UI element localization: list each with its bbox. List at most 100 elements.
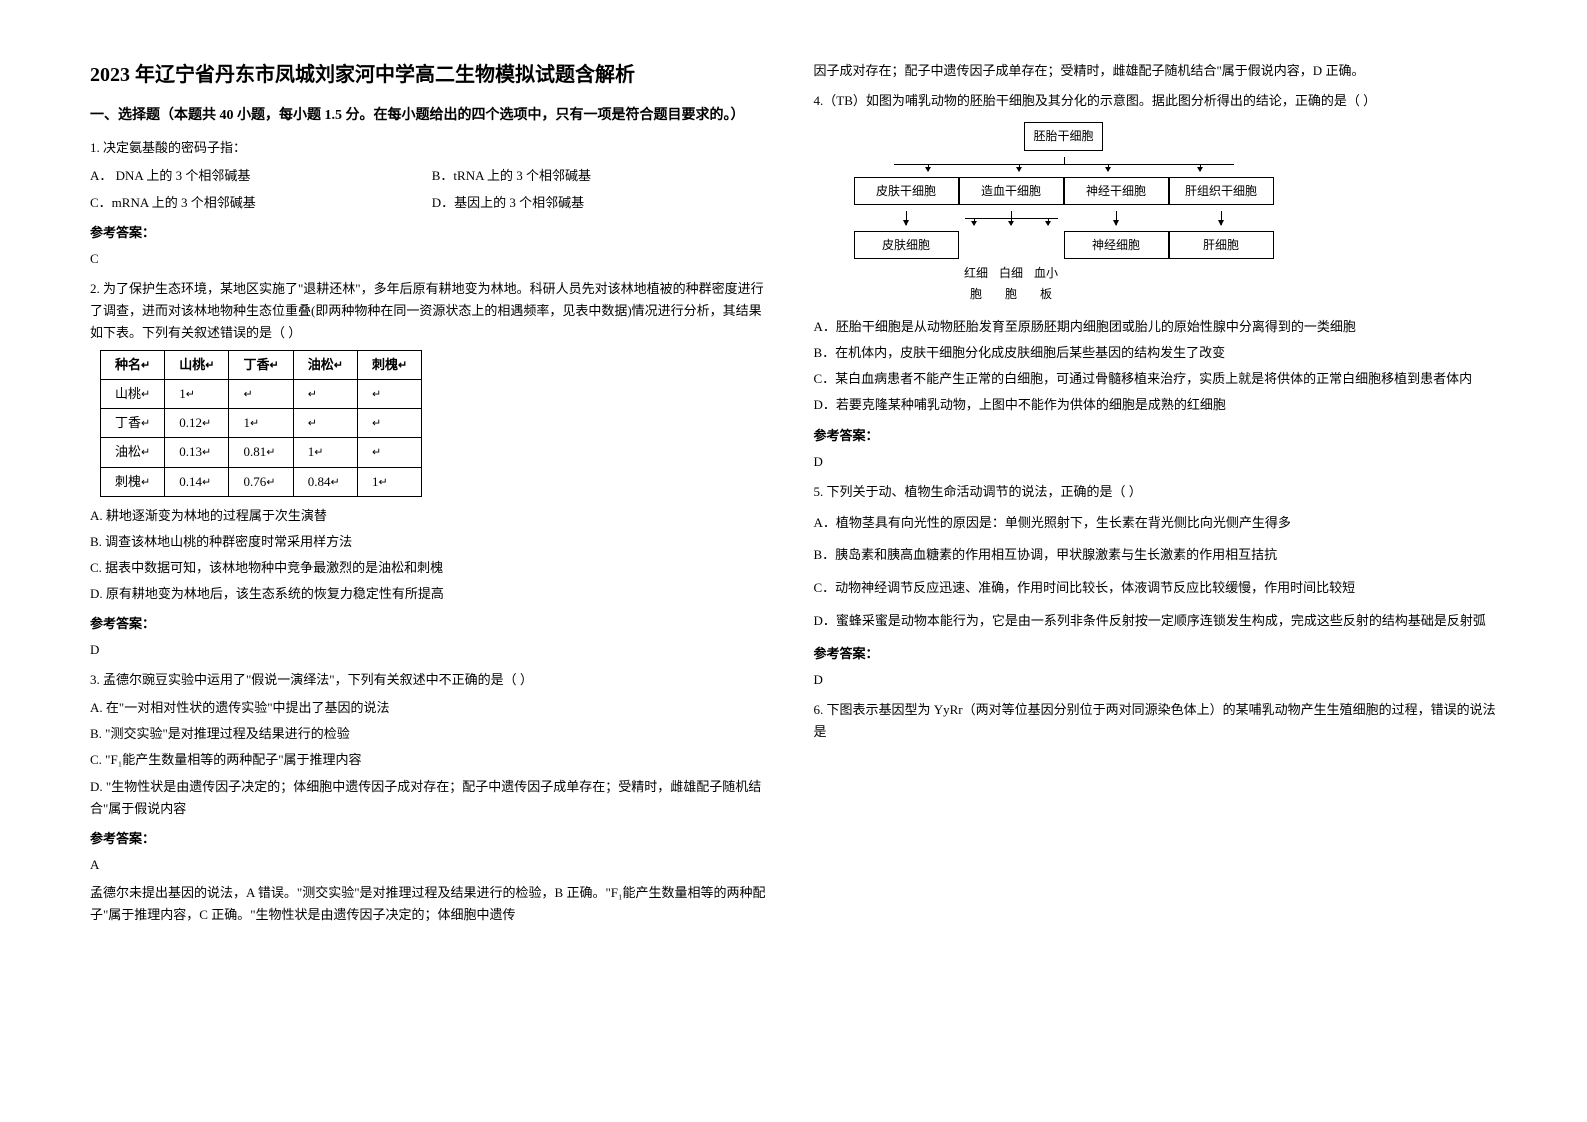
table-row: 丁香↵ 0.12↵ 1↵ ↵ ↵	[101, 409, 422, 438]
q4-opt-c: C．某白血病患者不能产生正常的白细胞，可通过骨髓移植来治疗，实质上就是将供体的正…	[814, 366, 1498, 392]
exam-title: 2023 年辽宁省丹东市凤城刘家河中学高二生物模拟试题含解析	[90, 60, 774, 90]
q3-opt-d: D. "生物性状是由遗传因子决定的；体细胞中遗传因子成对存在；配子中遗传因子成单…	[90, 774, 774, 822]
q3-answer-label: 参考答案：	[90, 828, 774, 850]
q2-r1c0: 丁香↵	[101, 409, 165, 438]
q2-r2c3: 1↵	[293, 438, 357, 467]
section-1-header: 一、选择题（本题共 40 小题，每小题 1.5 分。在每小题给出的四个选项中，只…	[90, 105, 774, 127]
q2-r3c3: 0.84↵	[293, 467, 357, 496]
q3-opt-c: C. "F₁能产生数量相等的两种配子"属于推理内容	[90, 747, 774, 773]
q2-r2c0: 油松↵	[101, 438, 165, 467]
diagram-blood-0: 红细胞	[959, 263, 994, 304]
q5-opt-d: D．蜜蜂采蜜是动物本能行为，它是由一系列非条件反射按一定顺序连锁发生构成，完成这…	[814, 605, 1498, 638]
q4-options: A．胚胎干细胞是从动物胚胎发育至原肠胚期内细胞团或胎儿的原始性腺中分离得到的一类…	[814, 314, 1498, 418]
q1-opt-c: C．mRNA 上的 3 个相邻碱基	[90, 190, 432, 216]
q4-opt-d: D．若要克隆某种哺乳动物，上图中不能作为供体的细胞是成熟的红细胞	[814, 392, 1498, 418]
q1-options: A． DNA 上的 3 个相邻碱基 B．tRNA 上的 3 个相邻碱基 C．mR…	[90, 163, 774, 215]
diagram-blood-1: 白细胞	[994, 263, 1029, 304]
q2-r3c4: 1↵	[357, 467, 421, 496]
q2-table: 种名↵ 山桃↵ 丁香↵ 油松↵ 刺槐↵ 山桃↵ 1↵ ↵ ↵ ↵ 丁香↵ 0.1…	[100, 350, 422, 496]
q5-stem: 5. 下列关于动、植物生命活动调节的说法，正确的是（ ）	[814, 481, 1498, 503]
diagram-level-2: 皮肤细胞 神经细胞 肝细胞	[854, 231, 1274, 259]
q3-explanation: 孟德尔未提出基因的说法，A 错误。"测交实验"是对推理过程及结果进行的检验，B …	[90, 882, 774, 926]
q3-stem: 3. 孟德尔豌豆实验中运用了"假说一演绎法"，下列有关叙述中不正确的是（ ）	[90, 669, 774, 691]
table-row: 刺槐↵ 0.14↵ 0.76↵ 0.84↵ 1↵	[101, 467, 422, 496]
q1-stem: 1. 决定氨基酸的密码子指：	[90, 137, 774, 159]
left-column: 2023 年辽宁省丹东市凤城刘家河中学高二生物模拟试题含解析 一、选择题（本题共…	[90, 60, 794, 1062]
q4-opt-b: B．在机体内，皮肤干细胞分化成皮肤细胞后某些基因的结构发生了改变	[814, 340, 1498, 366]
question-6: 6. 下图表示基因型为 YyRr（两对等位基因分别位于两对同源染色体上）的某哺乳…	[814, 699, 1498, 743]
q4-stem: 4.（TB）如图为哺乳动物的胚胎干细胞及其分化的示意图。据此图分析得出的结论，正…	[814, 90, 1498, 112]
table-row: 油松↵ 0.13↵ 0.81↵ 1↵ ↵	[101, 438, 422, 467]
q2-r0c4: ↵	[357, 380, 421, 409]
q5-opt-c: C．动物神经调节反应迅速、准确，作用时间比较长，体液调节反应比较缓慢，作用时间比…	[814, 572, 1498, 605]
q2-th-0: 种名↵	[101, 351, 165, 380]
q2-r3c1: 0.14↵	[165, 467, 229, 496]
q2-r1c1: 0.12↵	[165, 409, 229, 438]
q2-th-4: 刺槐↵	[357, 351, 421, 380]
q2-r3c2: 0.76↵	[229, 467, 293, 496]
q2-r0c3: ↵	[293, 380, 357, 409]
diagram-l1-0: 皮肤干细胞	[854, 177, 959, 205]
diagram-level-2-blood: 红细胞 白细胞 血小板	[854, 263, 1274, 304]
question-3: 3. 孟德尔豌豆实验中运用了"假说一演绎法"，下列有关叙述中不正确的是（ ） A…	[90, 669, 774, 926]
q2-r0c2: ↵	[229, 380, 293, 409]
q6-stem: 6. 下图表示基因型为 YyRr（两对等位基因分别位于两对同源染色体上）的某哺乳…	[814, 699, 1498, 743]
arrow-down-icon	[1116, 211, 1117, 225]
q2-r1c3: ↵	[293, 409, 357, 438]
q2-r1c2: 1↵	[229, 409, 293, 438]
q2-r3c0: 刺槐↵	[101, 467, 165, 496]
diagram-level-1: 皮肤干细胞 造血干细胞 神经干细胞 肝组织干细胞	[854, 177, 1274, 205]
q2-r2c1: 0.13↵	[165, 438, 229, 467]
diagram-l1-2: 神经干细胞	[1064, 177, 1169, 205]
question-1: 1. 决定氨基酸的密码子指： A． DNA 上的 3 个相邻碱基 B．tRNA …	[90, 137, 774, 269]
q1-opt-a: A． DNA 上的 3 个相邻碱基	[90, 163, 432, 189]
q4-diagram: 胚胎干细胞 皮肤干细胞 造血干细胞 神经干细胞 肝组织干细胞	[854, 122, 1274, 304]
q1-answer: C	[90, 248, 774, 270]
q5-answer-label: 参考答案：	[814, 643, 1498, 665]
q3-opt-b: B. "测交实验"是对推理过程及结果进行的检验	[90, 721, 774, 747]
q3-options: A. 在"一对相对性状的遗传实验"中提出了基因的说法 B. "测交实验"是对推理…	[90, 695, 774, 821]
q2-opt-b: B. 调查该林地山桃的种群密度时常采用样方法	[90, 529, 774, 555]
diagram-arrows-2	[854, 211, 1274, 225]
q4-opt-a: A．胚胎干细胞是从动物胚胎发育至原肠胚期内细胞团或胎儿的原始性腺中分离得到的一类…	[814, 314, 1498, 340]
q1-opt-b: B．tRNA 上的 3 个相邻碱基	[432, 163, 774, 189]
q2-answer: D	[90, 639, 774, 661]
question-2: 2. 为了保护生态环境，某地区实施了"退耕还林"，多年后原有耕地变为林地。科研人…	[90, 278, 774, 661]
table-row: 山桃↵ 1↵ ↵ ↵ ↵	[101, 380, 422, 409]
q2-r0c0: 山桃↵	[101, 380, 165, 409]
q2-stem: 2. 为了保护生态环境，某地区实施了"退耕还林"，多年后原有耕地变为林地。科研人…	[90, 278, 774, 344]
q4-answer: D	[814, 451, 1498, 473]
q3-opt-a: A. 在"一对相对性状的遗传实验"中提出了基因的说法	[90, 695, 774, 721]
q2-opt-a: A. 耕地逐渐变为林地的过程属于次生演替	[90, 503, 774, 529]
q1-opt-d: D．基因上的 3 个相邻碱基	[432, 190, 774, 216]
q2-r1c4: ↵	[357, 409, 421, 438]
q2-r2c4: ↵	[357, 438, 421, 467]
q2-th-1: 山桃↵	[165, 351, 229, 380]
diagram-l2-skin: 皮肤细胞	[854, 231, 959, 259]
q2-r2c2: 0.81↵	[229, 438, 293, 467]
q2-opt-d: D. 原有耕地变为林地后，该生态系统的恢复力稳定性有所提高	[90, 581, 774, 607]
diagram-l1-3: 肝组织干细胞	[1169, 177, 1274, 205]
q2-options: A. 耕地逐渐变为林地的过程属于次生演替 B. 调查该林地山桃的种群密度时常采用…	[90, 503, 774, 607]
diagram-root: 胚胎干细胞	[1024, 122, 1102, 150]
diagram-blood-2: 血小板	[1029, 263, 1064, 304]
q2-th-3: 油松↵	[293, 351, 357, 380]
diagram-connector-1	[894, 157, 1234, 171]
arrow-down-icon	[1221, 211, 1222, 225]
diagram-l2-nerve: 神经细胞	[1064, 231, 1169, 259]
q2-answer-label: 参考答案：	[90, 613, 774, 635]
question-4: 4.（TB）如图为哺乳动物的胚胎干细胞及其分化的示意图。据此图分析得出的结论，正…	[814, 90, 1498, 473]
q5-opt-b: B．胰岛素和胰高血糖素的作用相互协调，甲状腺激素与生长激素的作用相互拮抗	[814, 539, 1498, 572]
q3-continuation: 因子成对存在；配子中遗传因子成单存在；受精时，雌雄配子随机结合"属于假说内容，D…	[814, 60, 1498, 82]
q1-answer-label: 参考答案：	[90, 222, 774, 244]
diagram-l2-liver: 肝细胞	[1169, 231, 1274, 259]
q2-opt-c: C. 据表中数据可知，该林地物种中竞争最激烈的是油松和刺槐	[90, 555, 774, 581]
q2-table-header-row: 种名↵ 山桃↵ 丁香↵ 油松↵ 刺槐↵	[101, 351, 422, 380]
q3-answer: A	[90, 854, 774, 876]
q5-options: A．植物茎具有向光性的原因是：单侧光照射下，生长素在背光侧比向光侧产生得多 B．…	[814, 507, 1498, 637]
q5-opt-a: A．植物茎具有向光性的原因是：单侧光照射下，生长素在背光侧比向光侧产生得多	[814, 507, 1498, 540]
q4-answer-label: 参考答案：	[814, 425, 1498, 447]
q2-r0c1: 1↵	[165, 380, 229, 409]
question-5: 5. 下列关于动、植物生命活动调节的说法，正确的是（ ） A．植物茎具有向光性的…	[814, 481, 1498, 692]
right-column: 因子成对存在；配子中遗传因子成单存在；受精时，雌雄配子随机结合"属于假说内容，D…	[794, 60, 1498, 1062]
